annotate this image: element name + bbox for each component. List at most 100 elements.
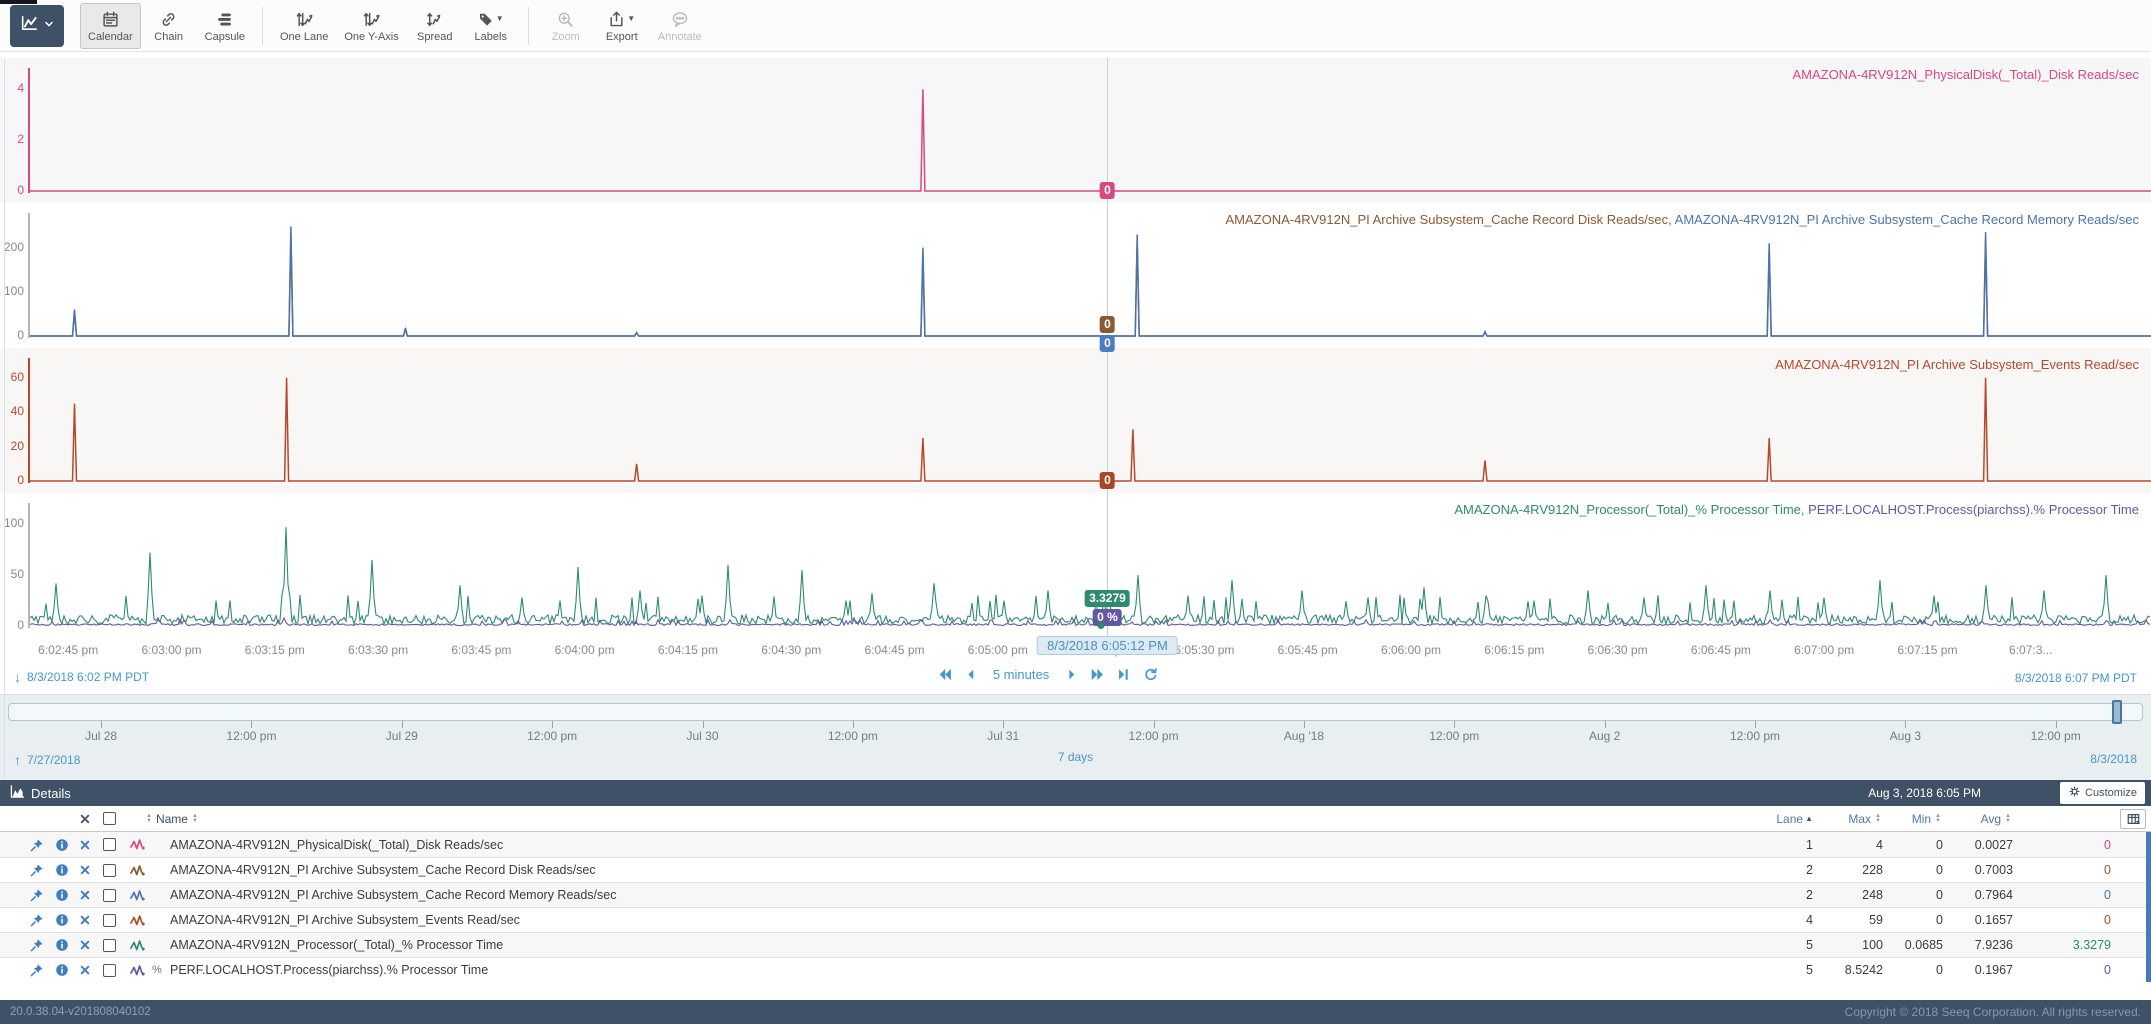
info-icon[interactable]: [50, 888, 74, 902]
table-row[interactable]: AMAZONA-4RV912N_PhysicalDisk(_Total)_Dis…: [0, 832, 2151, 857]
trend-chart[interactable]: 4 2 0 AMAZONA-4RV912N_PhysicalDisk(_Total)_…: [0, 58, 2151, 655]
customize-button[interactable]: Customize: [2060, 782, 2145, 804]
range-end-label[interactable]: 8/3/2018 6:07 PM PDT: [2014, 671, 2137, 685]
table-row[interactable]: AMAZONA-4RV912N_PI Archive Subsystem_Eve…: [0, 907, 2151, 932]
info-icon[interactable]: [50, 963, 74, 977]
pin-icon[interactable]: [24, 863, 50, 877]
row-checkbox[interactable]: [102, 888, 116, 902]
lane-series-label[interactable]: AMAZONA-4RV912N_Processor(_Total)_% Proc…: [1454, 502, 2139, 517]
signal-name[interactable]: AMAZONA-4RV912N_PI Archive Subsystem_Cac…: [170, 863, 596, 877]
avg-value: 0.7003: [1974, 863, 2013, 877]
one-lane-button[interactable]: One Lane: [272, 3, 336, 49]
lane-series-label[interactable]: AMAZONA-4RV912N_PhysicalDisk(_Total)_Dis…: [1792, 67, 2139, 82]
table-row[interactable]: AMAZONA-4RV912N_PI Archive Subsystem_Cac…: [0, 882, 2151, 907]
row-checkbox[interactable]: [102, 963, 116, 977]
duration-label[interactable]: 5 minutes: [992, 667, 1050, 682]
overview-track[interactable]: [8, 703, 2143, 721]
trend-icon: [20, 14, 40, 37]
annotate-button[interactable]: Annotate: [650, 3, 710, 49]
column-avg[interactable]: Avg ▲ ▼: [1980, 811, 2011, 826]
table-row[interactable]: % PERF.LOCALHOST.Process(piarchss).% Pro…: [0, 957, 2151, 982]
series-label[interactable]: AMAZONA-4RV912N_PI Archive Subsystem_Eve…: [1775, 357, 2139, 372]
labels-button[interactable]: ▼ Labels: [463, 3, 519, 49]
chart-lane-4[interactable]: 100 50 0 AMAZONA-4RV912N_Processor(_Total)_…: [0, 493, 2151, 638]
range-start-label[interactable]: 8/3/2018 6:02 PM PDT: [27, 670, 150, 684]
step-forward-fast-button[interactable]: [1090, 667, 1105, 682]
remove-all-icon[interactable]: [74, 813, 96, 825]
remove-icon[interactable]: [74, 964, 96, 976]
info-icon[interactable]: [50, 838, 74, 852]
sort-icon[interactable]: ▲ ▼: [191, 812, 198, 824]
signal-name[interactable]: PERF.LOCALHOST.Process(piarchss).% Proce…: [170, 963, 489, 977]
spread-button[interactable]: Spread: [407, 3, 463, 49]
calendar-button[interactable]: Calendar: [80, 2, 141, 49]
info-icon[interactable]: [50, 913, 74, 927]
series-label[interactable]: AMAZONA-4RV912N_Processor(_Total)_% Proc…: [1454, 502, 1801, 517]
export-button[interactable]: ▼ Export: [594, 3, 650, 49]
capsule-button[interactable]: Capsule: [197, 3, 253, 49]
signal-name[interactable]: AMAZONA-4RV912N_Processor(_Total)_% Proc…: [170, 938, 504, 952]
remove-icon[interactable]: [74, 939, 96, 951]
overview-slider-handle[interactable]: [2112, 700, 2123, 724]
row-checkbox[interactable]: [102, 938, 116, 952]
refresh-icon[interactable]: [1143, 667, 1158, 682]
signal-name[interactable]: AMAZONA-4RV912N_PI Archive Subsystem_Eve…: [170, 913, 520, 927]
signal-icon: [122, 939, 152, 952]
remove-icon[interactable]: [74, 839, 96, 851]
pin-icon[interactable]: [24, 888, 50, 902]
column-lane[interactable]: Lane ▲: [1776, 811, 1813, 826]
view-selector-button[interactable]: [10, 4, 64, 47]
lane-value: 5: [1806, 963, 1813, 977]
details-icon: [10, 784, 25, 802]
add-column-button[interactable]: [2120, 809, 2146, 829]
cursor-value: 0: [2104, 837, 2111, 852]
signal-name[interactable]: AMAZONA-4RV912N_PhysicalDisk(_Total)_Dis…: [170, 837, 504, 852]
chart-lane-1[interactable]: 4 2 0 AMAZONA-4RV912N_PhysicalDisk(_Total)_…: [0, 58, 2151, 203]
column-name-label[interactable]: Name: [155, 811, 188, 826]
overview-tick-label: 12:00 pm: [226, 729, 277, 743]
table-row[interactable]: AMAZONA-4RV912N_Processor(_Total)_% Proc…: [0, 932, 2151, 957]
zoom-button[interactable]: Zoom: [538, 3, 594, 49]
sort-icon[interactable]: ▲ ▼: [146, 812, 152, 824]
row-checkbox[interactable]: [102, 913, 116, 927]
step-back-fast-button[interactable]: [937, 667, 952, 682]
remove-icon[interactable]: [74, 864, 96, 876]
overview-end-label[interactable]: 8/3/2018: [2090, 752, 2137, 766]
step-to-end-button[interactable]: [1117, 667, 1131, 682]
pin-icon[interactable]: [24, 938, 50, 952]
pin-icon[interactable]: [24, 963, 50, 977]
series-label[interactable]: AMAZONA-4RV912N_PI Archive Subsystem_Cac…: [1674, 212, 2139, 227]
min-value: 0: [1936, 863, 1943, 877]
step-back-button[interactable]: [964, 667, 977, 682]
info-icon[interactable]: [50, 863, 74, 877]
column-min[interactable]: Min ▲ ▼: [1911, 811, 1941, 826]
remove-icon[interactable]: [74, 889, 96, 901]
chart-lane-2[interactable]: 200 100 0 AMAZONA-4RV912N_PI Archive Subsys…: [0, 203, 2151, 348]
row-checkbox[interactable]: [102, 838, 116, 851]
one-y-axis-button[interactable]: One Y-Axis: [336, 3, 406, 49]
series-label[interactable]: PERF.LOCALHOST.Process(piarchss).% Proce…: [1808, 502, 2139, 517]
series-label[interactable]: AMAZONA-4RV912N_PhysicalDisk(_Total)_Dis…: [1792, 67, 2139, 82]
y-axis-bar: [28, 213, 30, 338]
lane-series-label[interactable]: AMAZONA-4RV912N_PI Archive Subsystem_Cac…: [1225, 212, 2139, 227]
select-all-checkbox[interactable]: [102, 812, 116, 825]
overview-start[interactable]: ↑ 7/27/2018: [14, 752, 80, 768]
row-checkbox[interactable]: [102, 863, 116, 877]
avg-value: 0.1657: [1974, 913, 2013, 927]
chain-button[interactable]: Chain: [141, 3, 197, 49]
chart-lane-3[interactable]: 60 40 20 0 AMAZONA-4RV912N_PI Archive Subsys…: [0, 348, 2151, 493]
column-max[interactable]: Max ▲ ▼: [1848, 811, 1881, 826]
overview-duration-label[interactable]: 7 days: [1057, 750, 1094, 764]
table-row[interactable]: AMAZONA-4RV912N_PI Archive Subsystem_Cac…: [0, 857, 2151, 882]
series-label[interactable]: AMAZONA-4RV912N_PI Archive Subsystem_Cac…: [1225, 212, 1669, 227]
info-icon[interactable]: [50, 938, 74, 952]
pin-icon[interactable]: [24, 913, 50, 927]
overview-start-label[interactable]: 7/27/2018: [27, 753, 81, 767]
step-forward-button[interactable]: [1065, 667, 1078, 682]
lane-series-label[interactable]: AMAZONA-4RV912N_PI Archive Subsystem_Eve…: [1775, 357, 2139, 372]
pin-icon[interactable]: [24, 838, 50, 852]
remove-icon[interactable]: [74, 914, 96, 926]
signal-name[interactable]: AMAZONA-4RV912N_PI Archive Subsystem_Cac…: [170, 888, 617, 902]
scrollbar[interactable]: [2146, 832, 2151, 982]
range-start[interactable]: ↓ 8/3/2018 6:02 PM PDT: [14, 669, 149, 685]
